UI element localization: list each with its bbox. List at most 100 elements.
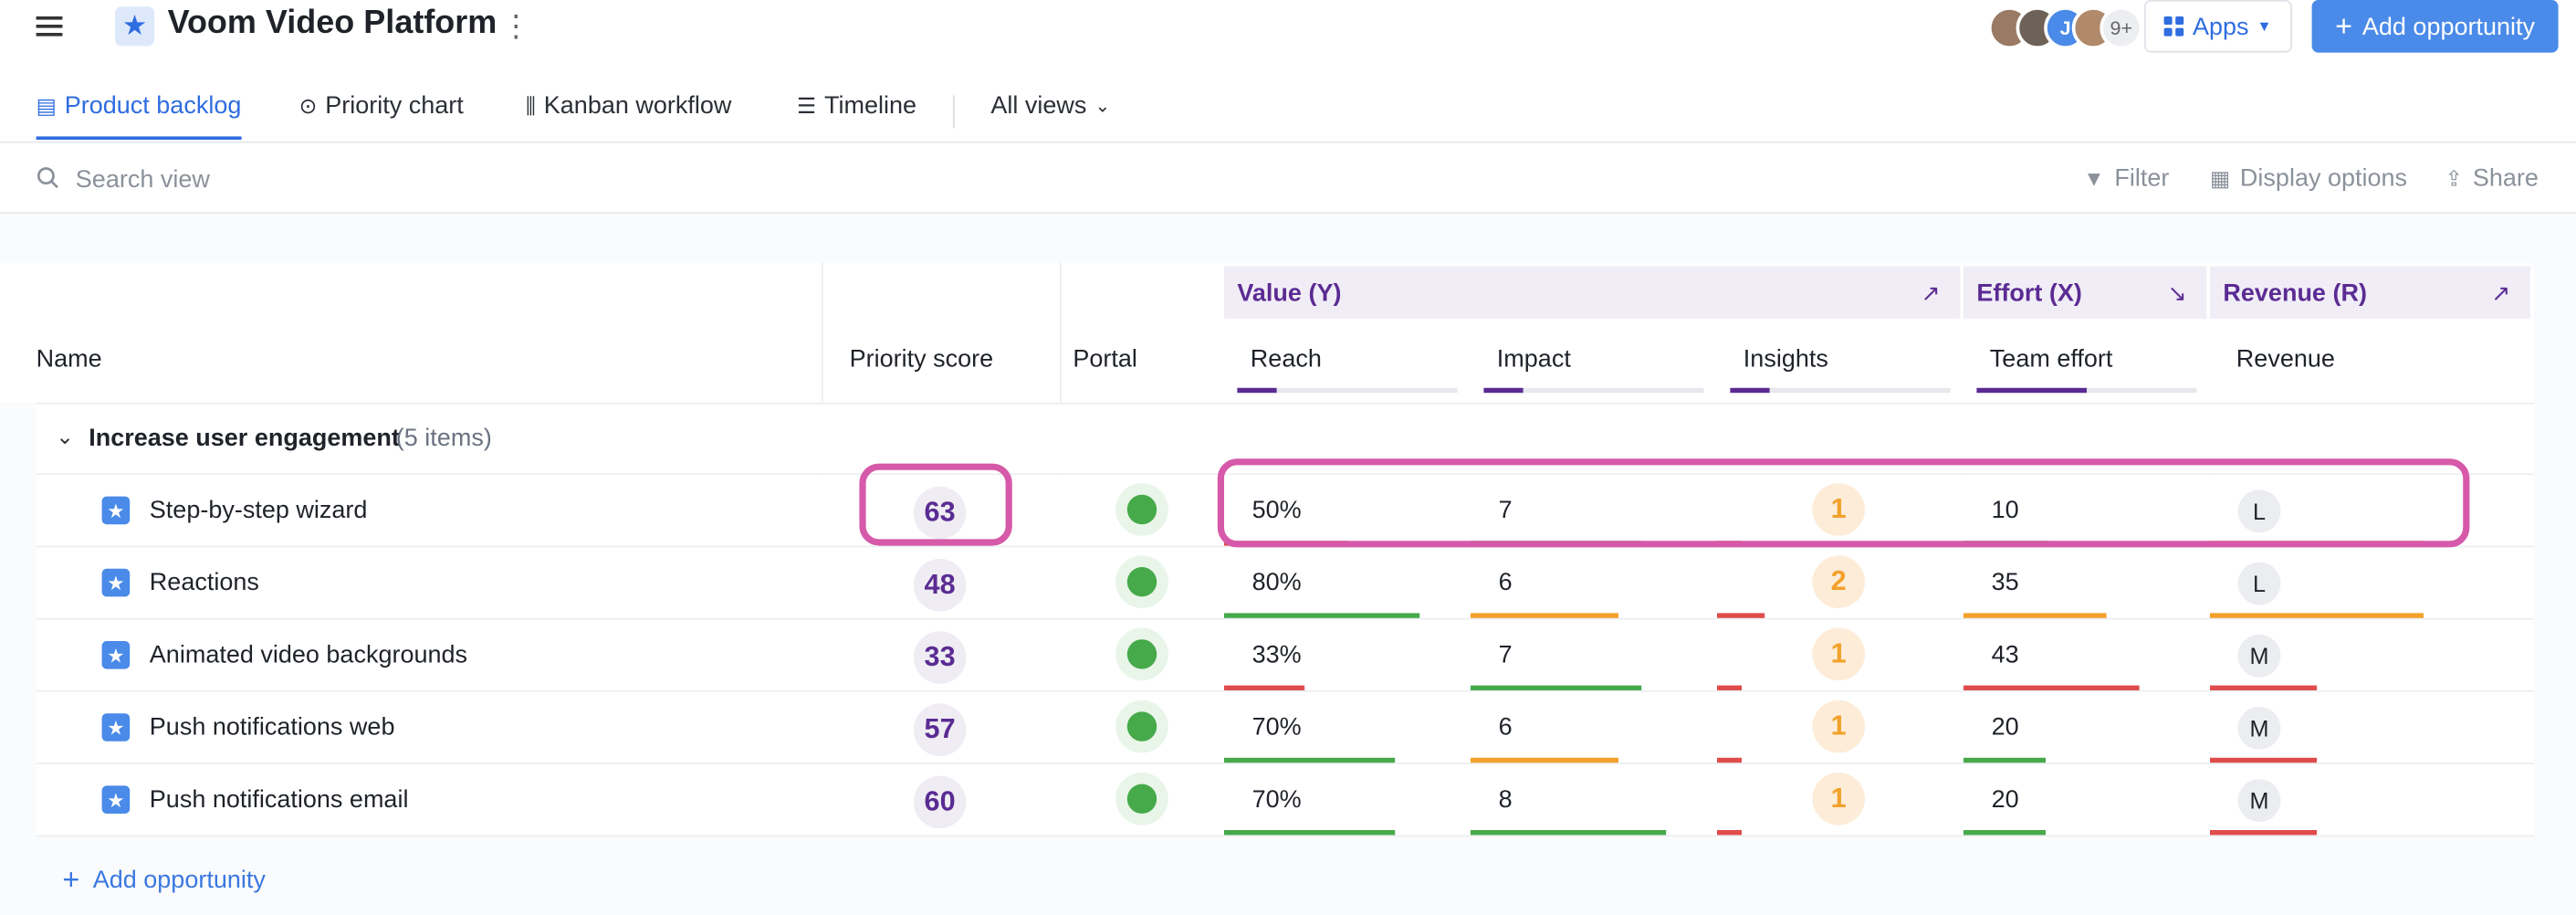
column-header-revenue[interactable]: Revenue bbox=[2236, 345, 2335, 373]
filter-icon: ▼ bbox=[2083, 165, 2105, 191]
insights-badge[interactable]: 1 bbox=[1812, 699, 1865, 753]
impact-value[interactable]: 7 bbox=[1498, 496, 1513, 525]
weight-bar bbox=[1976, 387, 2197, 394]
value-group-header[interactable]: Value (Y) ↗ bbox=[1224, 266, 1961, 320]
column-header-insights[interactable]: Insights bbox=[1743, 345, 1828, 373]
table-row[interactable]: ★ Reactions 48 80% 6 2 35 L bbox=[36, 547, 2534, 620]
add-opportunity-link[interactable]: + Add opportunity bbox=[62, 863, 266, 896]
star-logo-icon: ★ bbox=[115, 6, 155, 47]
plus-icon: + bbox=[62, 863, 80, 896]
table-row[interactable]: ★ Push notifications email 60 70% 8 1 20… bbox=[36, 764, 2534, 837]
reach-value[interactable]: 33% bbox=[1251, 641, 1302, 669]
impact-value[interactable]: 7 bbox=[1498, 641, 1513, 669]
avatar-group[interactable]: J 9+ bbox=[1988, 6, 2143, 49]
effort-value[interactable]: 10 bbox=[1991, 496, 2019, 525]
avatar-more-count[interactable]: 9+ bbox=[2100, 6, 2143, 49]
search-input[interactable] bbox=[75, 161, 569, 197]
score-bar bbox=[1224, 685, 1305, 690]
effort-group-header[interactable]: Effort (X) ↘ bbox=[1963, 266, 2207, 320]
row-name[interactable]: Push notifications email bbox=[149, 785, 409, 814]
score-bar bbox=[2210, 685, 2317, 690]
score-bar bbox=[2210, 830, 2317, 836]
score-bar bbox=[1224, 757, 1396, 763]
reach-value[interactable]: 70% bbox=[1251, 713, 1302, 741]
weight-bar bbox=[1237, 387, 1458, 394]
group-count: (5 items) bbox=[395, 424, 492, 452]
add-opportunity-button[interactable]: + Add opportunity bbox=[2311, 0, 2559, 53]
revenue-badge[interactable]: M bbox=[2237, 707, 2281, 750]
values-highlight-box bbox=[1217, 458, 2470, 548]
share-button[interactable]: ⇪ Share bbox=[2445, 164, 2539, 193]
insights-badge[interactable]: 2 bbox=[1812, 555, 1865, 608]
revenue-group-header[interactable]: Revenue (R) ↗ bbox=[2210, 266, 2530, 320]
tab-kanban-workflow[interactable]: ⫼ Kanban workflow bbox=[526, 91, 732, 121]
tab-product-backlog[interactable]: ▤ Product backlog bbox=[36, 91, 242, 121]
display-options-button[interactable]: ▦ Display options bbox=[2210, 164, 2408, 193]
tab-timeline[interactable]: ☰ Timeline bbox=[797, 91, 917, 121]
app-title: Voom Video Platform bbox=[167, 5, 497, 41]
plus-icon: + bbox=[2335, 9, 2353, 43]
insights-badge[interactable]: 1 bbox=[1812, 773, 1865, 826]
reach-value[interactable]: 50% bbox=[1251, 496, 1302, 525]
effort-value[interactable]: 35 bbox=[1991, 568, 2019, 597]
table-row[interactable]: ★ Animated video backgrounds 33 33% 7 1 … bbox=[36, 619, 2534, 692]
reach-value[interactable]: 70% bbox=[1251, 785, 1302, 814]
score-bar bbox=[1471, 830, 1667, 836]
row-name[interactable]: Step-by-step wizard bbox=[149, 496, 368, 525]
score-bar bbox=[1963, 757, 2046, 763]
table-row[interactable]: ★ Step-by-step wizard 63 50% 7 1 10 L bbox=[36, 475, 2534, 548]
column-header-impact[interactable]: Impact bbox=[1496, 345, 1571, 373]
weight-bar bbox=[1730, 387, 1951, 394]
apps-button[interactable]: Apps ▼ bbox=[2144, 0, 2292, 53]
revenue-badge[interactable]: L bbox=[2237, 562, 2281, 605]
revenue-badge[interactable]: L bbox=[2237, 489, 2281, 533]
score-highlight-box bbox=[859, 463, 1012, 546]
reach-value[interactable]: 80% bbox=[1251, 568, 1302, 597]
revenue-badge[interactable]: M bbox=[2237, 634, 2281, 678]
globe-icon[interactable] bbox=[1115, 555, 1168, 608]
priority-score-badge: 60 bbox=[913, 775, 967, 829]
column-header-priority-score[interactable]: Priority score bbox=[849, 345, 994, 373]
weight-bar bbox=[1483, 387, 1704, 394]
effort-value[interactable]: 20 bbox=[1991, 713, 2019, 741]
revenue-badge[interactable]: M bbox=[2237, 779, 2281, 822]
menu-icon[interactable] bbox=[36, 13, 63, 39]
effort-value[interactable]: 43 bbox=[1991, 641, 2019, 669]
impact-value[interactable]: 6 bbox=[1498, 713, 1513, 741]
globe-icon[interactable] bbox=[1115, 773, 1168, 826]
row-name[interactable]: Push notifications web bbox=[149, 713, 395, 741]
more-options-icon[interactable]: ⋮ bbox=[501, 9, 531, 43]
column-header-team-effort[interactable]: Team effort bbox=[1989, 345, 2113, 373]
globe-icon[interactable] bbox=[1115, 627, 1168, 681]
score-bar bbox=[1471, 613, 1618, 618]
score-bar bbox=[1963, 685, 2140, 690]
chevron-down-icon[interactable]: ⌄ bbox=[56, 424, 74, 449]
tab-all-views[interactable]: All views ⌄ bbox=[990, 91, 1111, 121]
trend-up-icon: ↗ bbox=[2491, 279, 2511, 305]
trend-down-icon: ↘ bbox=[2167, 279, 2187, 305]
group-label: Increase user engagement bbox=[89, 424, 400, 452]
caret-down-icon: ▼ bbox=[2257, 17, 2272, 35]
score-bar bbox=[1471, 685, 1642, 690]
table-row[interactable]: ★ Push notifications web 57 70% 6 1 20 M bbox=[36, 691, 2534, 764]
filter-button[interactable]: ▼ Filter bbox=[2083, 164, 2170, 193]
globe-icon[interactable] bbox=[1115, 483, 1168, 536]
score-bar bbox=[1717, 757, 1742, 763]
impact-value[interactable]: 8 bbox=[1498, 785, 1513, 814]
row-name[interactable]: Animated video backgrounds bbox=[149, 641, 468, 669]
insights-badge[interactable]: 1 bbox=[1812, 627, 1865, 681]
column-header-portal[interactable]: Portal bbox=[1073, 345, 1137, 373]
timeline-icon: ☰ bbox=[797, 92, 816, 118]
score-bar bbox=[1717, 685, 1742, 690]
apps-label: Apps bbox=[2192, 12, 2249, 41]
impact-value[interactable]: 6 bbox=[1498, 568, 1513, 597]
active-tab-indicator bbox=[36, 136, 242, 140]
tab-priority-chart[interactable]: ⊙ Priority chart bbox=[298, 91, 464, 121]
score-bar bbox=[1717, 830, 1742, 836]
row-name[interactable]: Reactions bbox=[149, 568, 259, 597]
globe-icon[interactable] bbox=[1115, 699, 1168, 753]
column-header-reach[interactable]: Reach bbox=[1250, 345, 1322, 373]
column-header-name[interactable]: Name bbox=[36, 345, 102, 373]
effort-value[interactable]: 20 bbox=[1991, 785, 2019, 814]
insights-badge[interactable]: 1 bbox=[1812, 483, 1865, 536]
